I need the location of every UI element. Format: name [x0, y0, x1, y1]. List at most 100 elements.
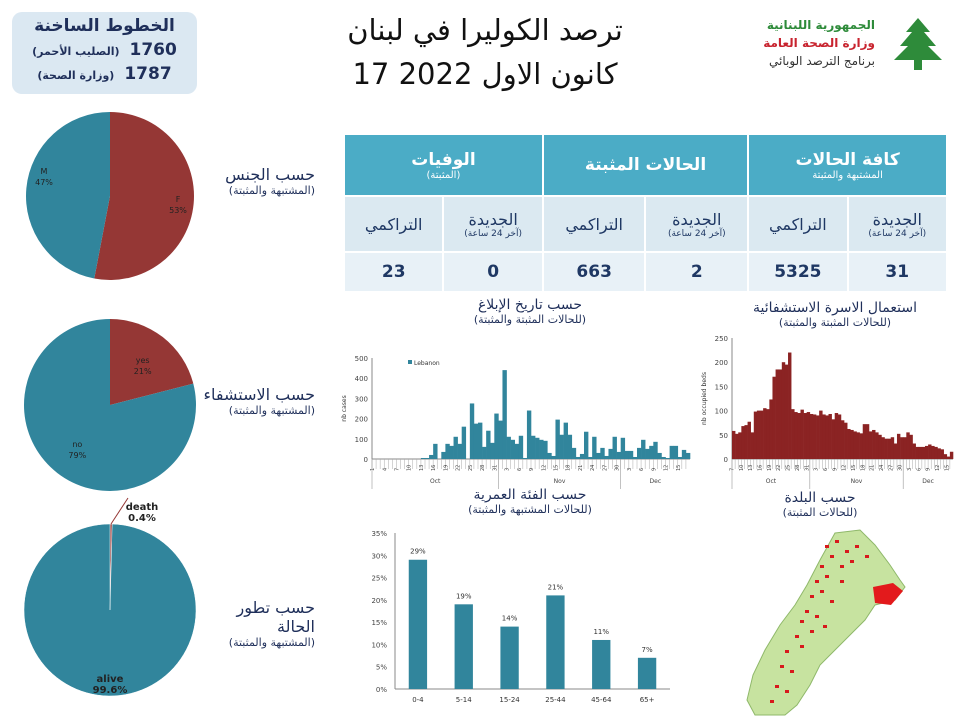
bar — [868, 431, 873, 459]
bar — [822, 414, 826, 459]
x-tick-label: 5-14 — [456, 696, 472, 704]
hotline-ministry: 1787 (وزارة الصحة) — [12, 64, 197, 84]
y-tick-label: 10% — [371, 641, 387, 649]
svg-text:F: F — [176, 195, 181, 204]
x-tick-label: 9 — [651, 468, 657, 471]
bar — [685, 452, 691, 459]
y-tick-label: 30% — [371, 552, 387, 560]
bar — [825, 415, 829, 459]
bar — [788, 352, 792, 459]
svg-text:no: no — [72, 440, 82, 449]
x-tick-label: 0-4 — [412, 696, 424, 704]
y-tick-label: 100 — [355, 436, 368, 444]
bar — [915, 446, 920, 459]
case-location-marker — [800, 645, 804, 648]
map-title: حسب البلدة (للحالات المثبتة) — [740, 490, 900, 519]
pie-slice-M — [25, 111, 110, 279]
hosp-subtitle: (المشتبهة والمثبتة) — [228, 404, 315, 417]
case-location-marker — [820, 590, 824, 593]
bar — [584, 431, 589, 459]
bar — [473, 423, 479, 459]
x-tick-label: 15 — [944, 465, 950, 471]
bar — [429, 454, 434, 459]
logo-line-1: الجمهورية اللبنانية — [766, 18, 875, 32]
bar — [445, 443, 450, 459]
y-tick-label: 35% — [371, 530, 387, 538]
bar — [928, 444, 932, 459]
y-tick-label: 100 — [715, 408, 728, 416]
age-chart: 0% 5% 10% 15% 20% 25% 30% 35% 29% 0-4 19% 5-14 14% 15… — [371, 530, 670, 704]
x-tick-label: 3 — [627, 468, 633, 471]
bar — [937, 448, 941, 459]
case-location-marker — [785, 650, 789, 653]
bar — [893, 443, 898, 459]
bar — [575, 456, 581, 459]
bar — [875, 432, 879, 459]
x-tick-label: 7 — [395, 468, 401, 471]
hotline-number: 1760 — [129, 40, 177, 60]
svg-text:21%: 21% — [134, 367, 152, 376]
column-sublabel: (آخر 24 ساعة) — [464, 228, 522, 239]
x-tick-label: 22 — [456, 465, 462, 471]
y-tick-label: 50 — [719, 432, 728, 440]
y-tick-label: 200 — [355, 416, 368, 424]
y-tick-label: 0 — [364, 456, 368, 464]
bar — [791, 409, 795, 459]
bar — [812, 414, 817, 459]
value-cell: 5325 — [747, 251, 849, 293]
bar — [571, 447, 577, 459]
bar — [502, 370, 507, 459]
x-tick-label: 16 — [431, 465, 437, 471]
column-header: الجديدة (آخر 24 ساعة) — [846, 195, 949, 253]
bar — [612, 436, 617, 459]
x-tick-label: 15 — [851, 465, 857, 471]
bar — [653, 441, 658, 459]
bar — [673, 445, 679, 459]
y-axis-label: nb occupied beds — [701, 372, 708, 425]
sex-section-label: حسب الجنس (المشتبهة والمثبتة) — [200, 165, 315, 197]
bar — [657, 452, 662, 459]
svg-text:47%: 47% — [35, 178, 53, 187]
case-location-marker — [865, 555, 869, 558]
age-title: حسب الفئة العمرية (للحالات المشتبهة والم… — [420, 487, 640, 516]
case-location-marker — [810, 595, 814, 598]
bar — [596, 452, 601, 459]
svg-text:death: death — [126, 502, 159, 513]
x-tick-label: 18 — [860, 465, 866, 471]
data-label: 7% — [642, 646, 653, 654]
x-tick-label: 22 — [776, 465, 782, 471]
bar — [600, 447, 605, 459]
value-cell: 0 — [442, 251, 544, 293]
y-tick-label: 20% — [371, 597, 387, 605]
bar — [756, 410, 761, 459]
y-tick-label: 250 — [715, 335, 728, 343]
x-tick-label: 9 — [926, 468, 932, 471]
value-cell: 663 — [541, 251, 647, 293]
beds-title: استعمال الاسرة الاستشفائية (للحالات المث… — [720, 300, 950, 329]
x-tick-label: 6 — [823, 468, 829, 471]
bar — [747, 421, 751, 459]
hotspot-area — [873, 583, 903, 605]
case-location-marker — [820, 565, 824, 568]
outcome-subtitle: (المشتبهة والمثبتة) — [228, 636, 315, 649]
pie-label: F 53% — [169, 195, 187, 215]
beds-subtitle: (للحالات المثبتة والمثبتة) — [778, 316, 892, 329]
value-cell: 23 — [342, 251, 445, 293]
column-header: التراكمي — [342, 195, 445, 253]
y-axis-label: nb cases — [341, 395, 348, 421]
bar — [940, 449, 944, 459]
x-tick-label: 21 — [870, 465, 876, 471]
bar — [526, 410, 532, 459]
column-label: التراكمي — [769, 214, 827, 234]
bar — [819, 410, 823, 459]
case-location-marker — [830, 555, 834, 558]
x-tick-label: 30 — [615, 465, 621, 471]
bar — [677, 456, 683, 459]
group-title: كافة الحالات — [795, 149, 900, 170]
bar — [539, 439, 544, 459]
bar-25-44 — [546, 595, 565, 689]
bar — [506, 436, 511, 459]
bar — [632, 456, 638, 459]
case-location-marker — [805, 610, 809, 613]
